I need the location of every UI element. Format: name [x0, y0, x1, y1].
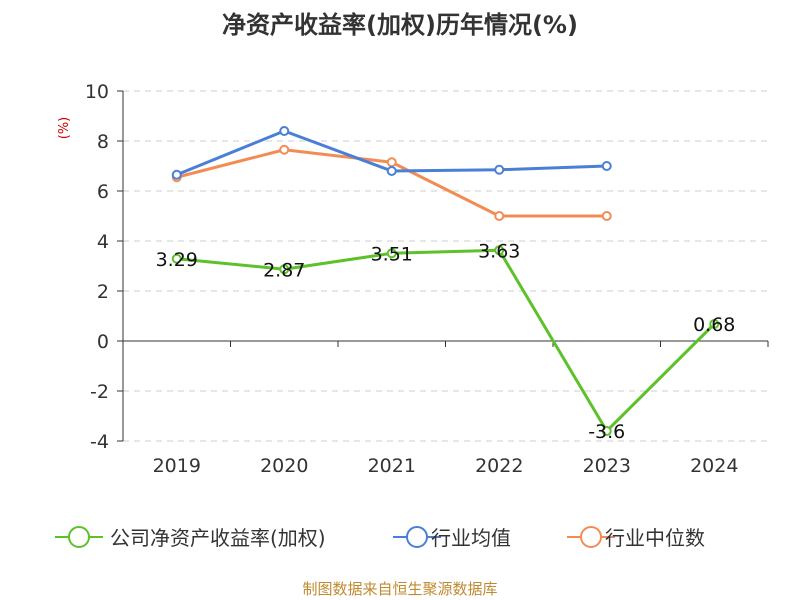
data-point: [494, 245, 505, 256]
legend: 公司净资产收益率(加权) 行业均值 行业中位数: [55, 526, 705, 550]
data-label: 0.68: [693, 314, 735, 336]
series-lines: [171, 126, 720, 436]
data-point: [494, 164, 505, 175]
x-tick-label: 2022: [475, 455, 523, 477]
y-tick-label: -2: [90, 381, 109, 403]
y-tick-label: 2: [97, 281, 109, 303]
data-label: 3.29: [156, 249, 198, 271]
data-point: [386, 248, 397, 259]
x-tick-label: 2023: [583, 455, 631, 477]
legend-label-1: 行业均值: [431, 526, 511, 550]
series-line-0: [176, 248, 716, 433]
legend-marker-1: [406, 526, 428, 548]
legend-label-2: 行业中位数: [605, 526, 705, 550]
data-point: [279, 144, 290, 155]
y-tick-labels: -4 -2 0 2 4 6 8 10: [85, 81, 109, 453]
chart-title: 净资产收益率(加权)历年情况(%): [222, 11, 578, 39]
axes: [117, 90, 769, 442]
data-point: [279, 126, 290, 136]
data-point: [279, 264, 290, 275]
data-label: -3.6: [588, 421, 625, 443]
data-label: 2.87: [263, 259, 305, 281]
gridlines: [123, 90, 768, 442]
data-point: [171, 169, 182, 180]
legend-label-0: 公司净资产收益率(加权): [110, 526, 326, 550]
data-labels: 3.29 2.87 3.51 3.63 -3.6 0.68: [156, 240, 736, 443]
y-tick-label: 0: [97, 331, 109, 353]
x-tick-label: 2019: [153, 455, 201, 477]
data-label: 3.51: [371, 243, 413, 265]
y-tick-label: 4: [97, 231, 109, 253]
x-tick-label: 2020: [260, 455, 308, 477]
data-point: [386, 166, 397, 176]
data-point: [494, 211, 505, 221]
y-tick-label: 6: [97, 181, 109, 203]
data-point: [171, 253, 182, 264]
data-point: [601, 426, 612, 436]
x-tick-label: 2021: [368, 455, 416, 477]
legend-marker-0: [68, 526, 90, 548]
source-note: 制图数据来自恒生聚源数据库: [302, 580, 497, 598]
data-point: [709, 319, 720, 329]
y-tick-label: 10: [85, 81, 109, 103]
x-tick-label: 2024: [690, 455, 738, 477]
y-axis-label: (%): [57, 117, 72, 140]
data-point: [601, 211, 612, 221]
data-point: [601, 161, 612, 171]
data-point: [386, 157, 397, 168]
data-label: 3.63: [478, 240, 520, 262]
x-tick-labels: 2019 2020 2021 2022 2023 2024: [153, 455, 739, 477]
y-tick-label: -4: [90, 431, 109, 453]
legend-marker-2: [580, 526, 602, 548]
y-tick-label: 8: [97, 131, 109, 153]
